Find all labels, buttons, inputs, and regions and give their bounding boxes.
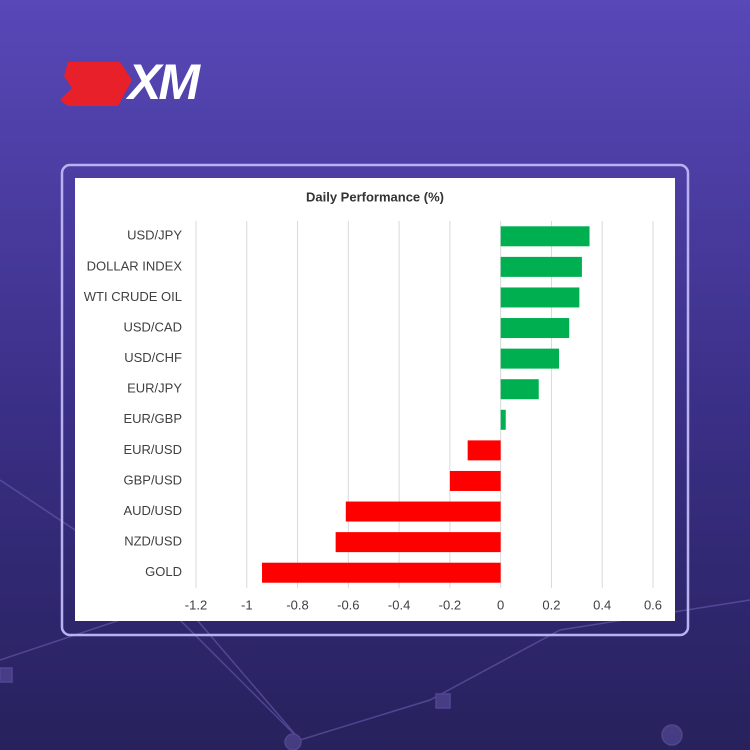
y-tick-label: EUR/USD xyxy=(123,442,182,457)
logo-text: XM xyxy=(125,54,201,110)
x-tick-label: 0 xyxy=(497,597,504,612)
chart-frame xyxy=(60,163,690,637)
y-tick-label: EUR/JPY xyxy=(127,381,182,396)
x-tick-label: 0.4 xyxy=(593,597,611,612)
bar xyxy=(262,562,501,583)
y-tick-label: NZD/USD xyxy=(124,534,182,549)
bar xyxy=(500,348,560,369)
y-tick-label: AUD/USD xyxy=(123,503,182,518)
bar xyxy=(500,409,506,430)
x-tick-label: -1 xyxy=(241,597,253,612)
logo-icon xyxy=(60,62,132,106)
y-tick-label: DOLLAR INDEX xyxy=(87,258,183,273)
bar xyxy=(500,287,580,308)
x-tick-label: -1.2 xyxy=(185,597,207,612)
bar xyxy=(500,379,539,400)
y-tick-label: USD/CHF xyxy=(124,350,182,365)
bar xyxy=(449,470,501,491)
x-tick-label: -0.4 xyxy=(388,597,410,612)
x-tick-label: -0.6 xyxy=(337,597,359,612)
y-tick-label: WTI CRUDE OIL xyxy=(84,289,182,304)
y-tick-label: USD/JPY xyxy=(127,228,182,243)
chart-title: Daily Performance (%) xyxy=(306,189,444,204)
bar xyxy=(500,256,582,277)
bar xyxy=(500,318,570,339)
x-tick-label: -0.8 xyxy=(286,597,308,612)
x-tick-label: 0.6 xyxy=(644,597,662,612)
y-tick-label: USD/CAD xyxy=(123,319,182,334)
x-tick-label: -0.2 xyxy=(439,597,461,612)
y-tick-label: EUR/GBP xyxy=(123,411,182,426)
y-tick-label: GOLD xyxy=(145,564,182,579)
bar xyxy=(467,440,501,461)
bar xyxy=(345,501,501,522)
x-tick-label: 0.2 xyxy=(542,597,560,612)
y-tick-label: GBP/USD xyxy=(123,472,182,487)
bar xyxy=(335,532,501,553)
bar xyxy=(500,226,590,247)
